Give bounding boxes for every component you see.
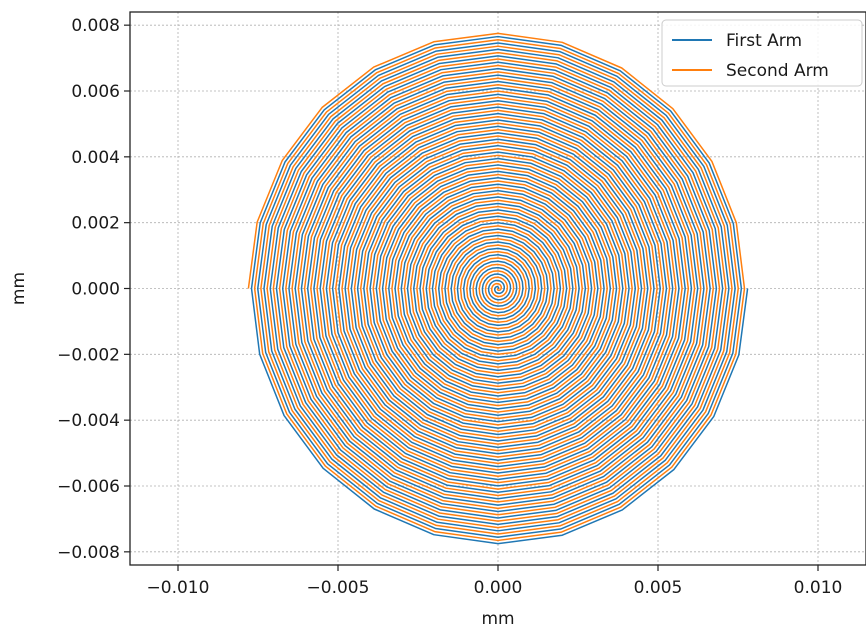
series-first-arm: [250, 35, 749, 545]
x-tick-label: 0.005: [634, 578, 683, 598]
x-tick-label: −0.005: [307, 578, 370, 598]
y-tick-label: 0.004: [71, 148, 120, 168]
ticks: −0.010 −0.005 0.000 0.005 0.010 −0.008 −0.006 −…: [57, 16, 842, 598]
y-axis-label: mm: [9, 272, 29, 305]
y-tick-label: 0.002: [71, 214, 120, 234]
series-second-arm: [247, 32, 746, 542]
x-axis-label: mm: [481, 609, 514, 629]
legend: First Arm Second Arm: [661, 19, 863, 87]
legend-label-first-arm: First Arm: [726, 31, 802, 51]
y-tick-label: 0.006: [71, 82, 120, 102]
y-tick-label: 0.000: [71, 280, 120, 300]
plot-series: [247, 32, 749, 545]
legend-label-second-arm: Second Arm: [726, 61, 829, 81]
y-tick-label: −0.008: [57, 543, 120, 563]
y-tick-label: −0.004: [57, 411, 120, 431]
x-tick-label: 0.000: [474, 578, 523, 598]
x-tick-label: −0.010: [147, 578, 210, 598]
x-tick-label: 0.010: [794, 578, 843, 598]
y-tick-label: −0.006: [57, 477, 120, 497]
y-tick-label: 0.008: [71, 16, 120, 36]
y-tick-label: −0.002: [57, 345, 120, 365]
